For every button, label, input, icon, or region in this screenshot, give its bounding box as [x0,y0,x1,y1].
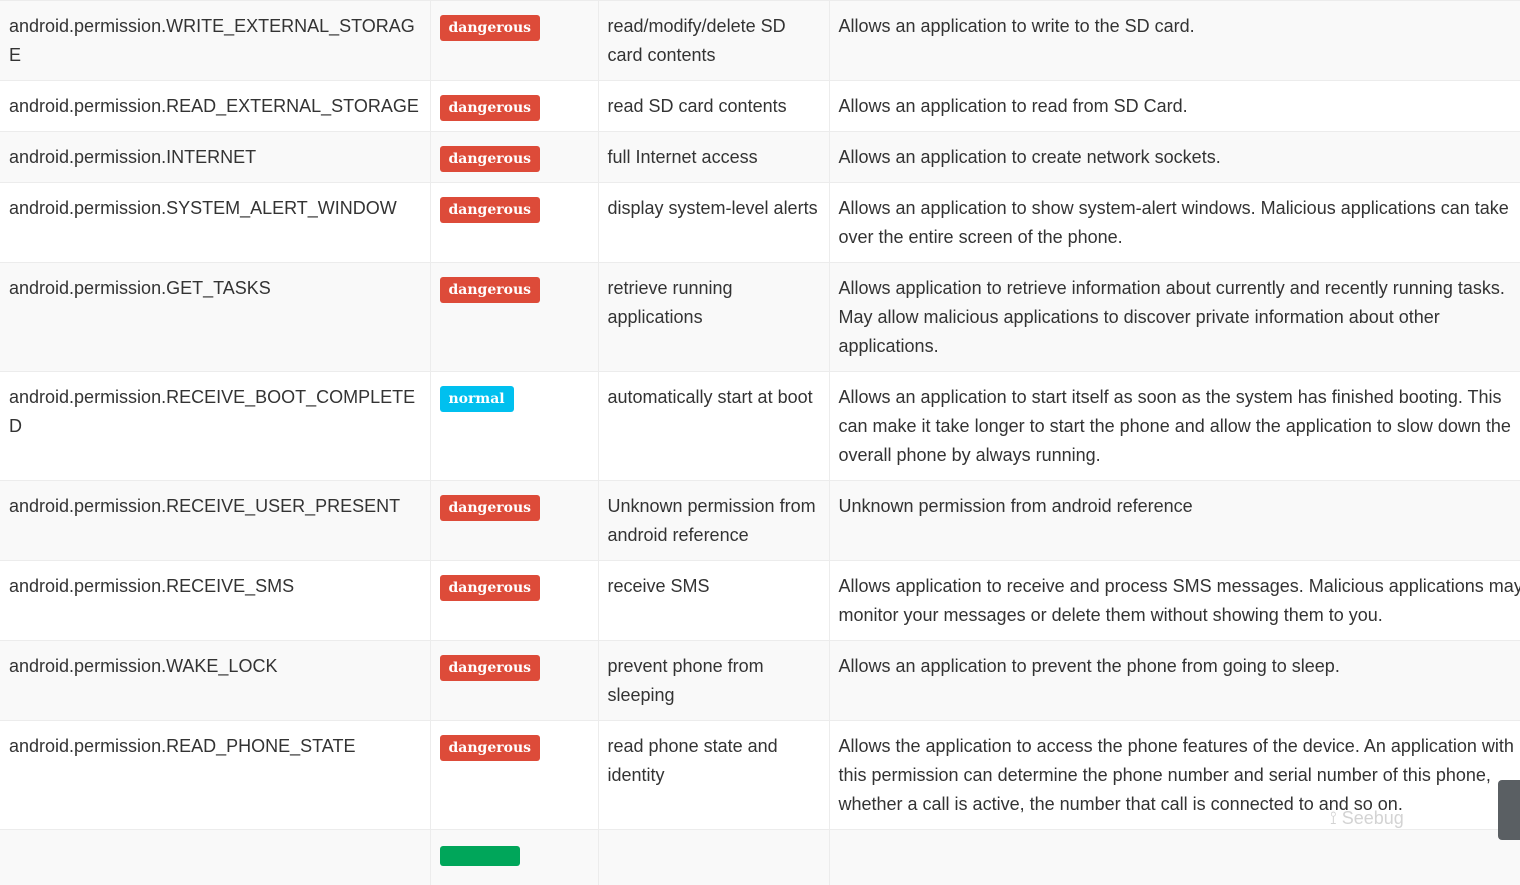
permission-cell: android.permission.RECEIVE_USER_PRESENT [0,481,430,561]
status-cell: normal [430,372,598,481]
status-badge: dangerous [440,146,541,172]
status-badge [440,846,520,866]
table-row: android.permission.WRITE_EXTERNAL_STORAG… [0,1,1520,81]
table-row: android.permission.READ_EXTERNAL_STORAGE… [0,81,1520,132]
status-badge: dangerous [440,95,541,121]
status-cell: dangerous [430,183,598,263]
status-cell: dangerous [430,641,598,721]
description-cell: Unknown permission from android referenc… [829,481,1520,561]
status-cell: dangerous [430,561,598,641]
info-cell: full Internet access [598,132,829,183]
permission-cell: android.permission.WRITE_EXTERNAL_STORAG… [0,1,430,81]
description-cell: Allows an application to read from SD Ca… [829,81,1520,132]
permission-cell: android.permission.WAKE_LOCK [0,641,430,721]
status-badge: dangerous [440,277,541,303]
permission-cell: android.permission.READ_EXTERNAL_STORAGE [0,81,430,132]
description-cell: Allows application to receive and proces… [829,561,1520,641]
info-cell: prevent phone from sleeping [598,641,829,721]
description-cell: Allows an application to start itself as… [829,372,1520,481]
description-cell [829,830,1520,885]
status-badge: dangerous [440,575,541,601]
table-row: android.permission.SYSTEM_ALERT_WINDOW d… [0,183,1520,263]
status-cell [430,830,598,885]
info-cell: Unknown permission from android referenc… [598,481,829,561]
watermark-text: Seebug [1342,808,1404,828]
info-cell: read/modify/delete SD card contents [598,1,829,81]
status-badge: dangerous [440,655,541,681]
permission-cell: android.permission.INTERNET [0,132,430,183]
table-row: android.permission.INTERNET dangerous fu… [0,132,1520,183]
info-cell: receive SMS [598,561,829,641]
table-row: android.permission.WAKE_LOCK dangerous p… [0,641,1520,721]
description-cell: Allows application to retrieve informati… [829,263,1520,372]
permission-cell: android.permission.RECEIVE_BOOT_COMPLETE… [0,372,430,481]
info-cell: automatically start at boot [598,372,829,481]
permission-cell: android.permission.GET_TASKS [0,263,430,372]
status-badge: normal [440,386,514,412]
info-cell: read SD card contents [598,81,829,132]
table-row: android.permission.GET_TASKS dangerous r… [0,263,1520,372]
description-cell: Allows an application to create network … [829,132,1520,183]
description-cell: Allows an application to write to the SD… [829,1,1520,81]
info-cell: read phone state and identity [598,721,829,830]
status-cell: dangerous [430,132,598,183]
description-cell: Allows an application to show system-ale… [829,183,1520,263]
info-cell: retrieve running applications [598,263,829,372]
description-cell: Allows the application to access the pho… [829,721,1520,830]
status-cell: dangerous [430,81,598,132]
table-row: android.permission.READ_PHONE_STATE dang… [0,721,1520,830]
description-cell: Allows an application to prevent the pho… [829,641,1520,721]
scroll-to-top-button[interactable] [1498,780,1520,840]
status-cell: dangerous [430,481,598,561]
status-cell: dangerous [430,721,598,830]
permission-cell: android.permission.SYSTEM_ALERT_WINDOW [0,183,430,263]
status-badge: dangerous [440,197,541,223]
seebug-watermark: ⟟ Seebug [1330,808,1404,828]
info-cell [598,830,829,885]
table-row: android.permission.RECEIVE_USER_PRESENT … [0,481,1520,561]
permission-cell: android.permission.READ_PHONE_STATE [0,721,430,830]
status-badge: dangerous [440,15,541,41]
table-row: android.permission.RECEIVE_BOOT_COMPLETE… [0,372,1520,481]
permission-cell: android.permission.RECEIVE_SMS [0,561,430,641]
status-badge: dangerous [440,735,541,761]
table-row: android.permission.RECEIVE_SMS dangerous… [0,561,1520,641]
table-row [0,830,1520,885]
permission-cell [0,830,430,885]
status-cell: dangerous [430,1,598,81]
info-cell: display system-level alerts [598,183,829,263]
status-badge: dangerous [440,495,541,521]
status-cell: dangerous [430,263,598,372]
